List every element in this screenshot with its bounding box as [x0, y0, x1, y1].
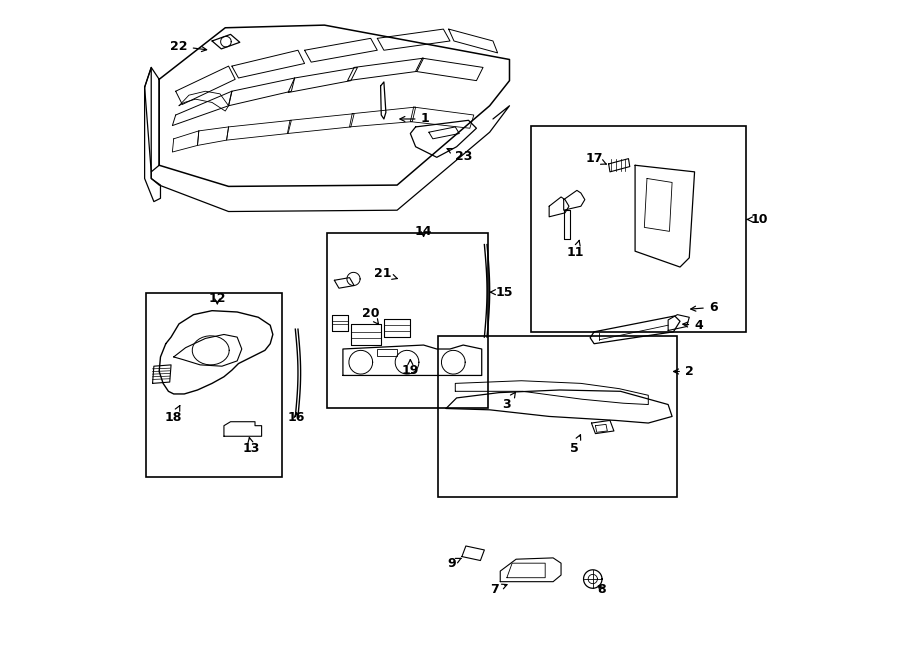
Text: 21: 21	[374, 267, 397, 280]
Text: 18: 18	[165, 406, 183, 424]
Text: 6: 6	[690, 301, 717, 314]
Text: 23: 23	[447, 149, 472, 163]
Text: 19: 19	[401, 360, 419, 377]
Text: 11: 11	[567, 240, 584, 259]
Text: 22: 22	[170, 40, 207, 53]
Text: 3: 3	[502, 393, 516, 411]
Text: 9: 9	[447, 557, 461, 570]
Text: 7: 7	[491, 583, 507, 596]
Text: 5: 5	[570, 435, 580, 455]
Text: 15: 15	[490, 286, 513, 299]
Text: 10: 10	[747, 213, 768, 226]
Text: 16: 16	[288, 411, 305, 424]
Text: 14: 14	[415, 225, 432, 238]
Text: 2: 2	[673, 365, 694, 378]
Text: 4: 4	[683, 319, 703, 332]
Text: 12: 12	[209, 292, 226, 305]
Text: 1: 1	[400, 112, 429, 126]
Text: 20: 20	[362, 307, 380, 324]
Text: 8: 8	[598, 583, 607, 596]
Text: 17: 17	[585, 152, 607, 165]
Text: 13: 13	[243, 438, 260, 455]
